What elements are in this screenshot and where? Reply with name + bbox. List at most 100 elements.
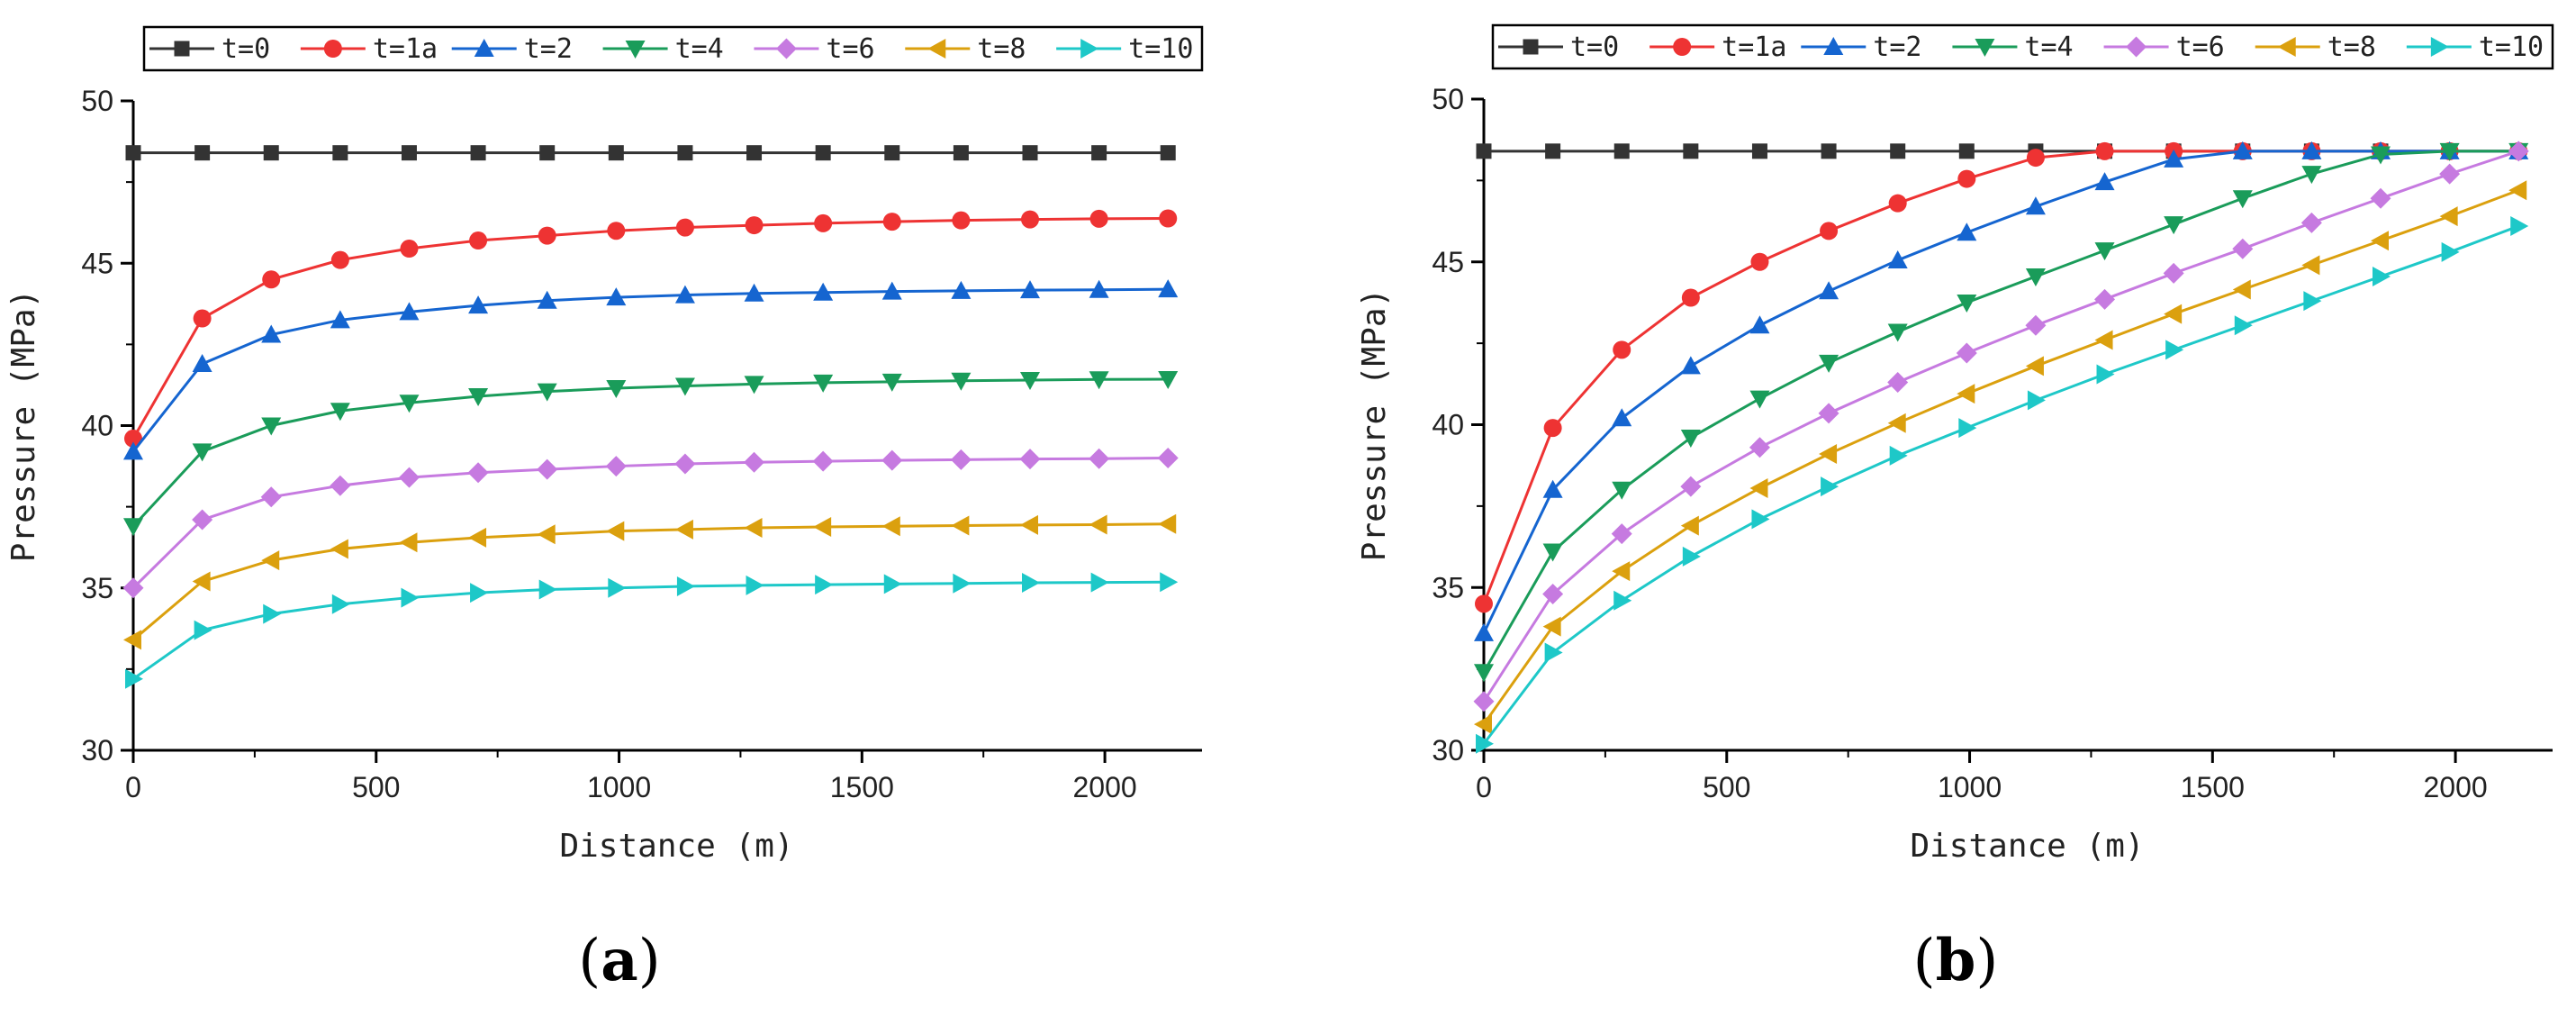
legend-item-t=6: t=6 (2103, 32, 2225, 63)
legend-item-t=10: t=10 (1056, 33, 1193, 65)
legend-marker (1823, 37, 1844, 55)
series-t=4 (123, 370, 1179, 537)
x-tick-label: 2000 (2423, 771, 2487, 803)
data-point (467, 462, 489, 484)
legend-item-t=0: t=0 (149, 33, 270, 65)
data-point (1889, 445, 1908, 466)
data-point (1682, 546, 1701, 567)
y-tick-label: 40 (81, 410, 113, 442)
data-point (1020, 280, 1041, 299)
data-point (1749, 437, 1770, 458)
data-point (1022, 145, 1038, 161)
data-point (261, 417, 282, 436)
series-t=8 (1474, 180, 2527, 735)
data-point (884, 145, 900, 161)
x-axis-title: Distance (m) (559, 828, 793, 865)
data-point (468, 527, 487, 548)
panel-label-close-paren: ) (1975, 928, 1998, 994)
data-point (1091, 145, 1107, 161)
y-tick-label: 35 (1432, 571, 1464, 603)
data-point (881, 373, 902, 392)
data-point (399, 302, 420, 321)
data-point (744, 376, 764, 395)
panel-label: (b) (1913, 927, 1999, 994)
data-point (951, 372, 972, 391)
series-line (132, 522, 1169, 641)
data-point (1089, 371, 1109, 390)
data-point (1543, 419, 1562, 438)
series-t=4 (1474, 142, 2529, 683)
data-point (2026, 149, 2045, 168)
legend-label: t=6 (826, 33, 874, 65)
y-tick-label: 50 (81, 85, 113, 117)
data-point (401, 145, 417, 161)
data-point (468, 388, 489, 407)
legend-label: t=2 (524, 33, 573, 65)
data-point (330, 403, 350, 422)
data-point (2232, 141, 2253, 159)
legend-marker (323, 40, 342, 58)
x-tick-label: 1500 (830, 771, 894, 803)
legend-marker (927, 39, 946, 59)
legend-item-t=0: t=0 (1498, 32, 1619, 63)
data-point (1751, 509, 1770, 530)
data-point (2025, 268, 2046, 287)
data-point (1474, 714, 1492, 735)
data-point (2300, 212, 2322, 233)
legend-item-t=1a: t=1a (1650, 32, 1786, 63)
panel-a: 0 500 1000 1500 2000 30 35 40 45 50 Distance (m) Pr… (5, 25, 1204, 994)
data-point (1159, 209, 1178, 228)
data-point (2234, 315, 2253, 336)
legend-marker (2277, 37, 2296, 57)
panel-label: (a) (578, 927, 660, 994)
data-point (330, 475, 351, 496)
data-point (1542, 583, 1564, 604)
y-tick-label: 30 (81, 734, 113, 767)
y-tick-label: 30 (1432, 734, 1464, 767)
data-point (2303, 291, 2322, 312)
data-point (330, 539, 348, 559)
data-point (192, 571, 211, 592)
data-point (469, 231, 488, 250)
data-point (1890, 143, 1906, 159)
series-line (1482, 150, 2519, 703)
data-point (815, 145, 831, 161)
data-point (952, 211, 971, 230)
data-point (1542, 543, 1563, 562)
data-point (1751, 143, 1767, 159)
data-point (1680, 356, 1701, 375)
data-point (2164, 149, 2184, 168)
data-point (537, 458, 558, 480)
series-t=1a (1475, 141, 2528, 613)
data-point (2096, 364, 2115, 385)
data-point (1090, 572, 1109, 593)
data-point (1160, 145, 1176, 161)
data-point (2094, 242, 2115, 261)
data-point (953, 145, 969, 161)
legend-marker (474, 39, 494, 57)
data-point (263, 603, 282, 624)
data-point (1613, 340, 1631, 359)
data-point (746, 575, 764, 595)
data-point (1089, 448, 1110, 469)
data-point (2163, 262, 2184, 284)
data-point (1473, 691, 1495, 712)
data-point (1544, 642, 1563, 663)
series-t=6 (122, 448, 1179, 599)
panel-b: 0 500 1000 1500 2000 30 35 40 45 50 Distance (m) Pr… (1356, 23, 2554, 994)
data-point (123, 630, 141, 650)
legend-item-t=8: t=8 (905, 33, 1026, 65)
data-point (815, 575, 834, 595)
data-point (677, 145, 693, 161)
data-point (2164, 304, 2183, 324)
data-point (1819, 354, 1839, 373)
data-point (539, 145, 556, 161)
legend-label: t=8 (2327, 32, 2376, 63)
legend-marker (1975, 39, 1995, 57)
series-line (131, 377, 1169, 528)
data-point (1020, 372, 1041, 391)
data-point (950, 449, 972, 470)
legend-item-t=10: t=10 (2406, 32, 2544, 63)
data-point (123, 518, 143, 537)
